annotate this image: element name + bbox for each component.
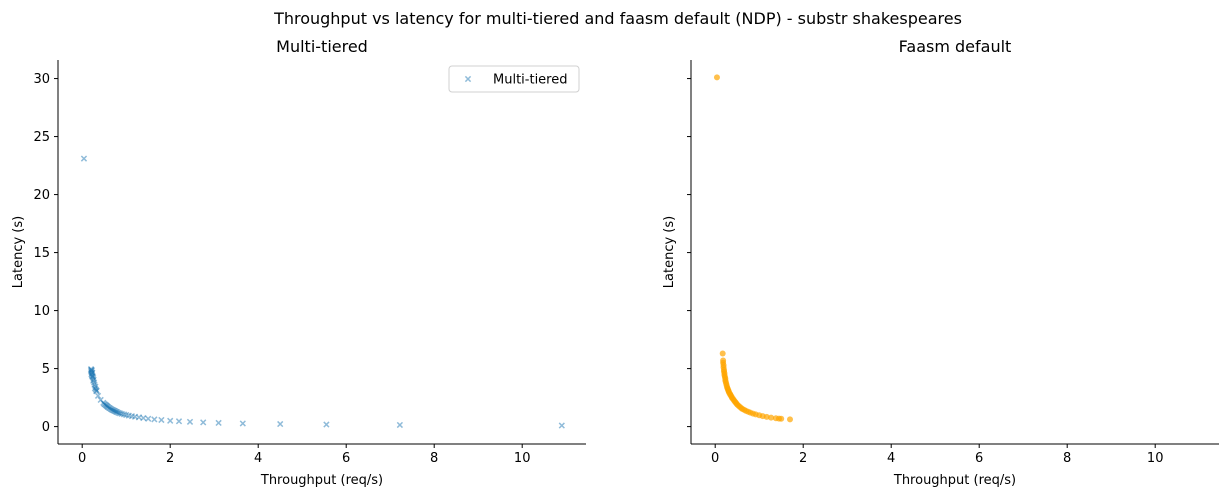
subplot-title: Faasm default bbox=[899, 37, 1012, 56]
y-tick-label: 30 bbox=[33, 72, 50, 87]
y-tick-label: 5 bbox=[42, 362, 50, 377]
data-point bbox=[140, 414, 147, 422]
y-axis-label: Latency (s) bbox=[662, 216, 677, 288]
x-tick-label: 4 bbox=[254, 451, 262, 466]
x-tick-label: 0 bbox=[78, 451, 86, 466]
x-tick-label: 2 bbox=[799, 451, 807, 466]
faasm-default-subplot: Faasm default 0 2 4 6 8 10 Throughput (req/s) La… bbox=[662, 37, 1219, 488]
multi-tiered-subplot: Multi-tiered 0 2 4 6 8 10 0 5 10 15 20 25 30 Throughpu… bbox=[11, 37, 586, 488]
data-point bbox=[145, 415, 152, 422]
data-point bbox=[558, 422, 565, 429]
y-tick-label: 25 bbox=[33, 130, 50, 145]
series-points bbox=[713, 74, 793, 423]
y-tick-label: 20 bbox=[33, 188, 50, 203]
data-point bbox=[778, 415, 785, 422]
x-tick-label: 6 bbox=[975, 451, 983, 466]
legend-label: Multi-tiered bbox=[493, 73, 567, 88]
data-point bbox=[93, 388, 100, 395]
data-point bbox=[175, 418, 183, 425]
x-axis-label: Throughput (req/s) bbox=[893, 473, 1016, 488]
data-point bbox=[186, 418, 194, 425]
data-point bbox=[215, 419, 222, 427]
y-tick-label: 0 bbox=[42, 420, 50, 435]
x-tick-label: 10 bbox=[1147, 451, 1164, 466]
x-tick-label: 0 bbox=[711, 451, 719, 466]
x-tick-label: 10 bbox=[514, 451, 531, 466]
x-tick-label: 8 bbox=[1063, 451, 1071, 466]
figure-suptitle: Throughput vs latency for multi-tiered a… bbox=[273, 9, 962, 28]
data-point bbox=[80, 155, 88, 162]
data-point bbox=[167, 417, 174, 424]
data-point bbox=[94, 392, 102, 399]
data-point bbox=[277, 420, 284, 428]
data-point bbox=[151, 416, 158, 423]
x-tick-label: 6 bbox=[342, 451, 350, 466]
x-tick-label: 8 bbox=[430, 451, 438, 466]
data-point bbox=[719, 350, 726, 357]
data-point bbox=[396, 421, 404, 429]
legend: Multi-tiered bbox=[448, 65, 580, 93]
data-point bbox=[158, 416, 165, 424]
subplot-title: Multi-tiered bbox=[276, 37, 368, 56]
data-point bbox=[323, 421, 330, 428]
y-tick-label: 10 bbox=[33, 304, 50, 319]
data-point bbox=[768, 414, 775, 421]
y-axis-label: Latency (s) bbox=[11, 216, 26, 288]
x-tick-label: 2 bbox=[166, 451, 174, 466]
x-tick-label: 4 bbox=[887, 451, 895, 466]
legend-box bbox=[448, 65, 580, 93]
data-point bbox=[239, 420, 246, 427]
data-point bbox=[713, 74, 720, 81]
x-axis-label: Throughput (req/s) bbox=[260, 473, 383, 488]
y-tick-label: 15 bbox=[33, 246, 50, 261]
series-multi-tiered bbox=[80, 155, 565, 429]
legend-marker bbox=[464, 75, 472, 83]
data-point bbox=[200, 419, 207, 426]
data-point bbox=[787, 416, 793, 423]
